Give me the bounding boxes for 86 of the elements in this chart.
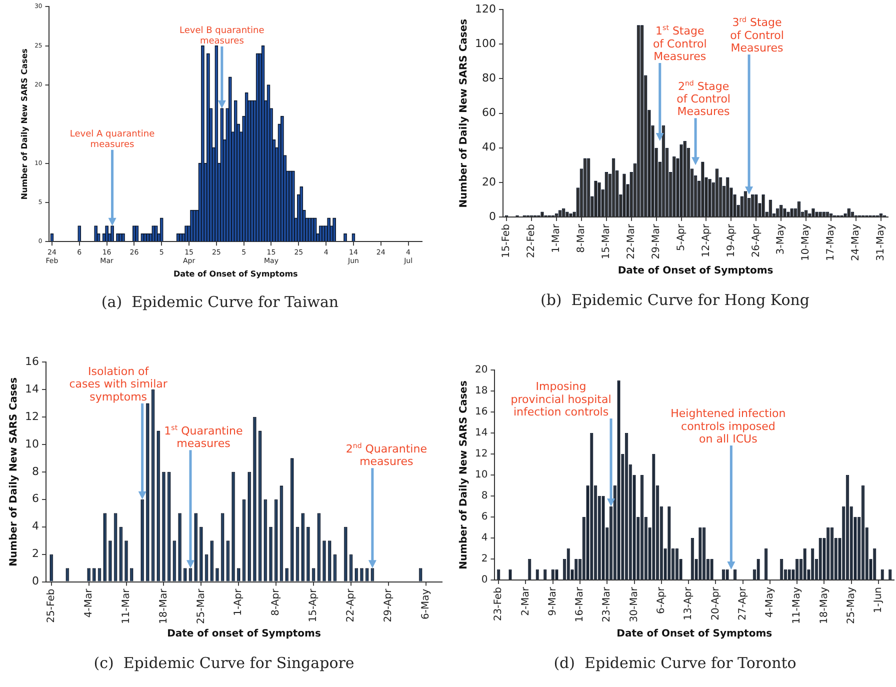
x-tick-label: 30-Mar (628, 586, 640, 622)
annotation: Heightened infection controls imposed on all ICUs (670, 407, 786, 446)
y-tick-label: 100 (474, 37, 496, 50)
x-tick-label: 9-Mar (547, 586, 558, 616)
x-tick-label: 20-Apr (710, 586, 722, 620)
x-axis-title: Date of Onset of Symptoms (173, 269, 298, 278)
y-tick-label: 14 (474, 428, 488, 439)
x-tick-label: 16-Mar (574, 586, 586, 622)
x-tick-label: 29-Apr (383, 588, 394, 622)
y-axis-title: Number of Daily New SARS Cases (20, 48, 29, 200)
y-tick-label: 10 (24, 437, 39, 450)
y-tick-label: 6 (32, 492, 39, 506)
x-tick-label: 8-Mar (576, 223, 588, 253)
y-tick-label: 8 (32, 464, 39, 478)
x-tick-label: 15-Apr (308, 588, 320, 622)
x-tick-label: 6-Apr (656, 586, 668, 614)
text: (c) Epidemic Curve for Singapore (94, 654, 354, 672)
y-tick-label: 20 (474, 364, 488, 376)
y-tick-label: 2 (32, 547, 39, 560)
x-tick-label: 6-May (420, 588, 432, 620)
x-tick-label: 19-Apr (726, 223, 737, 258)
x-tick-label: 4-Mar (83, 588, 94, 618)
y-tick-label: 18 (474, 386, 488, 397)
x-tick-label: 4-May (764, 586, 776, 618)
annotation: Imposing provincial hospital infection controls (510, 380, 612, 418)
y-tick-label: 60 (482, 106, 496, 120)
x-tick-label: 12-Apr (700, 223, 712, 258)
y-tick-label: 0 (32, 574, 39, 588)
text: (d) Epidemic Curve for Toronto (554, 654, 796, 672)
y-tick-label: 16 (24, 354, 39, 368)
x-tick-label: 1-Apr (233, 588, 244, 616)
x-tick-label: 23-Feb (493, 586, 504, 622)
x-tick-label: 31-May (876, 224, 887, 262)
y-tick-label: 16 (474, 406, 488, 418)
x-tick-label: 11-Mar (120, 588, 132, 624)
annotation: Level A quarantine measures (70, 130, 156, 150)
y-tick-label: 10 (474, 470, 488, 481)
x-tick-label: 25-May (846, 586, 857, 624)
x-tick-label: 26-Apr (750, 223, 762, 258)
x-tick-label: 10-May (800, 224, 812, 262)
x-tick-label: 22-Feb (526, 224, 538, 258)
x-tick-label: 1-Jun (873, 586, 884, 614)
x-tick-label: 18-Mar (158, 588, 170, 624)
y-tick-label: 20 (482, 175, 496, 188)
x-tick-label: 25-Feb (46, 588, 57, 623)
y-tick-label: 120 (474, 2, 496, 16)
y-tick-label: 12 (474, 448, 488, 460)
x-tick-label: 11-May (792, 586, 803, 624)
x-tick-label: 3-May (776, 224, 787, 255)
y-tick-label: 6 (481, 512, 488, 523)
x-tick-label: 5-Apr (676, 223, 687, 252)
x-axis-title: Date of Onset of Symptoms (616, 628, 772, 640)
x-tick-label: 15-Mar (600, 223, 612, 260)
y-tick-label: 8 (481, 490, 488, 502)
x-axis-title: Date of Onset of Symptoms (618, 266, 774, 277)
y-axis-title: Number of Daily New SARS Cases (8, 377, 20, 566)
x-tick-label: 23-Mar (602, 586, 613, 622)
y-tick-label: 80 (482, 72, 496, 85)
x-tick-label: 1-Mar (551, 223, 562, 253)
y-tick-label: 0 (481, 574, 488, 586)
y-tick-label: 4 (481, 532, 488, 544)
text: (b) Epidemic Curve for Hong Kong (540, 290, 810, 309)
x-axis-title: Date of onset of Symptoms (167, 628, 321, 640)
x-tick-label: 8-Apr (270, 588, 282, 616)
y-axis-title: Number of Daily New SARS Cases (458, 18, 470, 208)
x-tick-label: 17-May (826, 224, 837, 262)
y-tick-label: 4 (32, 520, 39, 533)
x-tick-label: 29-Mar (650, 223, 662, 260)
y-tick-label: 40 (482, 140, 496, 154)
y-tick-label: 2 (481, 554, 488, 565)
x-tick-label: 24-May (850, 224, 862, 262)
x-tick-label: 27-Apr (737, 586, 748, 620)
annotation: Isolation of cases with similar symptoms (69, 365, 168, 404)
x-tick-label: 15-Feb (501, 224, 512, 258)
x-tick-label: 22-Apr (346, 588, 357, 622)
text: (a) Epidemic Curve for Taiwan (101, 292, 339, 311)
y-axis-title: Number of Daily New SARS Cases (458, 380, 470, 570)
y-tick-label: 12 (24, 410, 39, 423)
x-tick-label: 2-Mar (520, 586, 532, 616)
y-tick-label: 0 (488, 210, 496, 223)
x-tick-label: 18-May (818, 586, 830, 624)
x-tick-label: 25-Mar (196, 588, 207, 624)
y-tick-label: 14 (24, 382, 39, 396)
x-tick-label: 13-Apr (683, 586, 694, 620)
x-tick-label: 22-Mar (626, 223, 637, 260)
annotation: Level B quarantine measures (180, 26, 265, 46)
